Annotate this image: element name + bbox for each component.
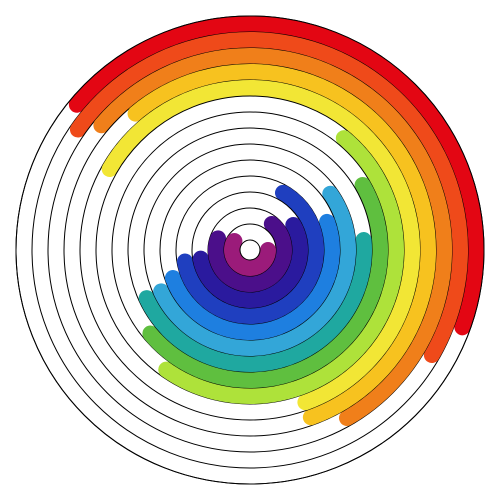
center-hole — [240, 240, 260, 260]
rings-group — [16, 16, 484, 484]
radial-bar-chart — [0, 0, 500, 500]
